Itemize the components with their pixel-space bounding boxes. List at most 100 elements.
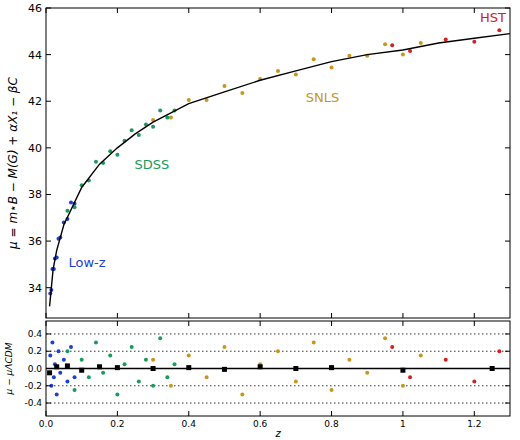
x-tick bbox=[331, 411, 332, 416]
data-point bbox=[330, 65, 334, 69]
y-tick bbox=[505, 147, 510, 148]
data-point bbox=[58, 371, 62, 375]
data-point bbox=[258, 364, 263, 369]
x-tick bbox=[117, 321, 118, 326]
data-point bbox=[400, 368, 405, 373]
y-tick bbox=[46, 368, 51, 369]
data-point bbox=[205, 375, 209, 379]
x-tick-label: 0.2 bbox=[110, 419, 124, 429]
data-point bbox=[312, 341, 316, 345]
x-tick bbox=[474, 321, 475, 326]
y-tick bbox=[46, 54, 51, 55]
data-point bbox=[222, 345, 226, 349]
data-point bbox=[101, 371, 105, 375]
data-point bbox=[444, 358, 448, 362]
plot-frame bbox=[46, 8, 510, 318]
x-tick bbox=[474, 8, 475, 13]
y-tick bbox=[505, 241, 510, 242]
y-tick bbox=[505, 368, 510, 369]
x-tick bbox=[402, 321, 403, 326]
x-tick-label: 0.6 bbox=[253, 419, 268, 429]
data-point bbox=[472, 40, 476, 44]
x-tick bbox=[188, 411, 189, 416]
y-tick-label: 44 bbox=[28, 49, 42, 62]
data-point bbox=[80, 358, 84, 362]
y-tick-label: 0.4 bbox=[28, 329, 43, 339]
x-tick bbox=[188, 321, 189, 326]
x-tick bbox=[260, 8, 261, 13]
chart: 34363840424446μ = m⋆B − M(G) + αX₁ − βCL… bbox=[0, 0, 520, 440]
x-tick bbox=[474, 313, 475, 318]
data-point bbox=[94, 160, 98, 164]
data-point bbox=[79, 368, 84, 373]
x-tick bbox=[402, 411, 403, 416]
data-point bbox=[293, 366, 298, 371]
y-tick bbox=[46, 351, 51, 352]
data-point bbox=[108, 354, 112, 358]
background bbox=[0, 0, 520, 440]
y-tick bbox=[46, 101, 51, 102]
data-point bbox=[472, 379, 476, 383]
series-label: Low-z bbox=[68, 255, 105, 270]
data-point bbox=[73, 375, 77, 379]
plot-frame bbox=[46, 321, 510, 416]
y-tick bbox=[46, 8, 51, 9]
x-tick bbox=[46, 321, 47, 326]
data-point bbox=[312, 57, 316, 61]
x-tick bbox=[402, 313, 403, 318]
data-point bbox=[187, 354, 191, 358]
data-point bbox=[222, 84, 226, 88]
data-point bbox=[73, 388, 77, 392]
data-point bbox=[151, 384, 155, 388]
data-point bbox=[130, 128, 134, 132]
data-point bbox=[419, 41, 423, 45]
data-point bbox=[444, 37, 448, 41]
data-point bbox=[56, 349, 60, 353]
x-tick bbox=[117, 8, 118, 13]
data-point bbox=[330, 388, 334, 392]
x-tick-label: 1.2 bbox=[467, 419, 481, 429]
data-point bbox=[65, 349, 69, 353]
x-tick-label: 0.4 bbox=[182, 419, 197, 429]
x-tick-label: 1 bbox=[400, 419, 406, 429]
y-tick bbox=[505, 403, 510, 404]
model-curve bbox=[50, 34, 510, 307]
data-point bbox=[294, 72, 298, 76]
data-point bbox=[401, 384, 405, 388]
data-point bbox=[329, 365, 334, 370]
data-point bbox=[187, 98, 191, 102]
data-point bbox=[52, 375, 56, 379]
x-tick bbox=[331, 313, 332, 318]
y-tick-label: -0.2 bbox=[24, 381, 42, 391]
data-point bbox=[94, 341, 98, 345]
data-point bbox=[137, 133, 141, 137]
y-tick-label: 0.0 bbox=[28, 364, 43, 374]
y-tick-label: 40 bbox=[28, 142, 42, 155]
data-point bbox=[383, 336, 387, 340]
x-tick bbox=[46, 313, 47, 318]
data-point bbox=[65, 363, 70, 368]
data-point bbox=[151, 125, 155, 129]
data-point bbox=[69, 345, 73, 349]
data-point bbox=[55, 392, 59, 396]
data-point bbox=[497, 28, 501, 32]
data-point bbox=[47, 370, 52, 375]
series-label: SDSS bbox=[135, 157, 170, 172]
x-tick bbox=[188, 8, 189, 13]
data-point bbox=[50, 341, 54, 345]
data-point bbox=[169, 116, 173, 120]
data-point bbox=[151, 358, 155, 362]
data-point bbox=[65, 209, 69, 213]
x-tick bbox=[402, 8, 403, 13]
y-tick-label: 36 bbox=[28, 235, 42, 248]
data-point bbox=[490, 366, 495, 371]
y-tick bbox=[46, 194, 51, 195]
x-axis-title: z bbox=[274, 428, 281, 439]
data-point bbox=[186, 365, 191, 370]
data-point bbox=[222, 367, 227, 372]
data-point bbox=[276, 69, 280, 73]
x-tick-label: 0.8 bbox=[324, 419, 339, 429]
y-tick bbox=[46, 385, 51, 386]
data-point bbox=[408, 375, 412, 379]
x-tick bbox=[331, 321, 332, 326]
